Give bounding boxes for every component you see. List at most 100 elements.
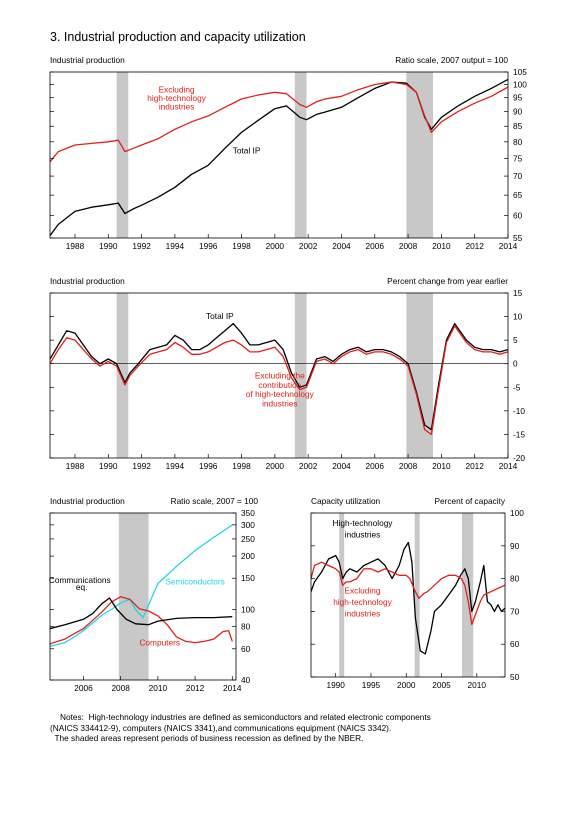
panel-1-annotation-4: Total IP xyxy=(233,145,261,155)
notes: Notes: High-technology industries are de… xyxy=(50,712,550,744)
panel-2-y-tick-label-5: 5 xyxy=(513,335,518,345)
panel-1-y-tick-label-65: 65 xyxy=(513,190,523,200)
panel-1-x-tick-label-2010: 2010 xyxy=(432,241,451,251)
panel-4-y-tick-label-90: 90 xyxy=(510,541,520,551)
panel-3-x-tick-label-2012: 2012 xyxy=(186,683,205,693)
panel-4-x-tick-label-1995: 1995 xyxy=(362,680,381,690)
panel-4-x-tick-label-2005: 2005 xyxy=(432,680,451,690)
panel-4-recession-band-0 xyxy=(339,513,345,677)
panel-4-y-tick-label-100: 100 xyxy=(510,508,524,518)
panel-1-x-tick-label-1998: 1998 xyxy=(232,241,251,251)
panel-2-annotation-4: of high-technology xyxy=(246,389,315,399)
panel-1-x-tick-label-2008: 2008 xyxy=(399,241,418,251)
panel-2-y-tick-label--15: -15 xyxy=(513,429,525,439)
panel-2-series-line-1 xyxy=(50,322,508,431)
panel-3-y-tick-label-100: 100 xyxy=(241,604,255,614)
panel-4-y-tick-label-80: 80 xyxy=(510,574,520,584)
panel-3-y-tick-label-150: 150 xyxy=(241,573,255,583)
panel-2-x-tick-label-1988: 1988 xyxy=(66,461,85,471)
notes-line-1: Notes: High-technology industries are de… xyxy=(60,712,431,722)
panel-2-annotation-1: Total IP xyxy=(206,311,234,321)
panel-3-title: Industrial production xyxy=(50,496,125,506)
panel-2-x-tick-label-1992: 1992 xyxy=(132,461,151,471)
panel-4-annotation-5: industries xyxy=(345,608,381,618)
panel-1-recession-band-1 xyxy=(294,72,307,238)
panel-2-y-tick-label--10: -10 xyxy=(513,406,525,416)
panel-2-y-tick-label-15: 15 xyxy=(513,288,523,298)
panel-4-y-tick-label-60: 60 xyxy=(510,639,520,649)
panel-3-subtitle: Ratio scale, 2007 = 100 xyxy=(171,496,259,506)
panel-1-y-tick-label-75: 75 xyxy=(513,153,523,163)
panel-1-y-tick-label-105: 105 xyxy=(513,67,527,77)
panel-3-series-line-2 xyxy=(50,596,233,645)
panel-2-x-tick-label-2006: 2006 xyxy=(366,461,385,471)
panel-3-y-tick-label-80: 80 xyxy=(241,622,251,632)
panel-1-x-tick-label-2012: 2012 xyxy=(465,241,484,251)
panel-3-y-tick-label-60: 60 xyxy=(241,644,251,654)
panel-2-annotation-5: industries xyxy=(262,399,298,409)
panel-4-annotation-3: Excluding xyxy=(345,585,381,595)
panel-1-x-tick-label-1992: 1992 xyxy=(132,241,151,251)
panel-2-x-tick-label-1998: 1998 xyxy=(232,461,251,471)
panel-4-title: Capacity utilization xyxy=(311,496,381,506)
panel-1-y-tick-label-85: 85 xyxy=(513,121,523,131)
panel-1-y-tick-label-80: 80 xyxy=(513,137,523,147)
panel-1-x-tick-label-2002: 2002 xyxy=(299,241,318,251)
panel-2-x-tick-label-1990: 1990 xyxy=(99,461,118,471)
panel-2-x-tick-label-1996: 1996 xyxy=(199,461,218,471)
panel-3-y-tick-label-300: 300 xyxy=(241,520,255,530)
panel-1-title: Industrial production xyxy=(50,55,125,65)
panel-2-y-tick-label--5: -5 xyxy=(513,382,521,392)
panel-1-x-tick-label-1988: 1988 xyxy=(66,241,85,251)
panel-4-x-tick-label-2010: 2010 xyxy=(468,680,487,690)
panel-4-series-line-1 xyxy=(311,541,505,655)
panel-1-y-tick-label-95: 95 xyxy=(513,93,523,103)
panel-2-annotation-2: Excluding the xyxy=(255,370,305,380)
panel-4: Capacity utilization Percent of capacity… xyxy=(310,496,524,690)
panel-2-x-tick-label-2014: 2014 xyxy=(499,461,518,471)
panel-3-annotation-4: Computers xyxy=(139,638,180,648)
panel-2-y-tick-label-10: 10 xyxy=(513,312,523,322)
panel-2-y-tick-label-0: 0 xyxy=(513,359,518,369)
panel-3-annotation-1: Communications xyxy=(49,575,111,585)
panel-1-annotation-1: Excluding xyxy=(159,84,195,94)
panel-1-y-tick-label-55: 55 xyxy=(513,233,523,243)
notes-line-3: The shaded areas represent periods of bu… xyxy=(50,733,364,743)
panel-1-x-tick-label-1990: 1990 xyxy=(99,241,118,251)
panel-1-x-tick-label-2006: 2006 xyxy=(366,241,385,251)
panel-3-y-tick-label-200: 200 xyxy=(241,551,255,561)
panel-1-x-tick-label-2004: 2004 xyxy=(332,241,351,251)
panel-4-subtitle: Percent of capacity xyxy=(434,496,505,506)
panel-2-plot: 1988 1990 1992 1994 1996 1998 2000 2002 2004 2006… xyxy=(49,288,525,471)
panel-4-x-tick-label-2000: 2000 xyxy=(397,680,416,690)
panel-2-x-tick-label-2002: 2002 xyxy=(299,461,318,471)
panel-2: Industrial production Percent change fro… xyxy=(49,276,525,471)
panel-2-x-tick-label-2012: 2012 xyxy=(465,461,484,471)
panel-2-y-tick-label--20: -20 xyxy=(513,453,525,463)
panel-3-x-tick-label-2008: 2008 xyxy=(111,683,130,693)
panel-4-plot: 1990 1995 2000 2005 2010 50 60 70 80 90 100 High-te… xyxy=(310,508,524,690)
panel-3-y-tick-label-40: 40 xyxy=(241,675,251,685)
page-title: 3. Industrial production and capacity ut… xyxy=(50,30,306,44)
panel-2-series-line-2 xyxy=(50,325,508,436)
panel-1-x-tick-label-2014: 2014 xyxy=(499,241,518,251)
panel-1-y-tick-label-60: 60 xyxy=(513,211,523,221)
panel-4-y-tick-label-50: 50 xyxy=(510,672,520,682)
panel-4-plot-frame xyxy=(310,512,506,678)
panel-1-x-tick-label-2000: 2000 xyxy=(266,241,285,251)
panel-2-recession-band-1 xyxy=(294,293,307,458)
panel-3-y-tick-label-350: 350 xyxy=(241,508,255,518)
panel-4-recession-band-2 xyxy=(461,513,474,677)
panel-3-annotation-2: eq. xyxy=(76,582,88,592)
panel-1-plot: 1988 1990 1992 1994 1996 1998 2000 2002 2004 2006… xyxy=(49,67,527,251)
panel-1-annotation-3: industries xyxy=(159,101,195,111)
panel-1-subtitle: Ratio scale, 2007 output = 100 xyxy=(395,55,508,65)
panel-4-x-tick-label-1990: 1990 xyxy=(326,680,345,690)
panel-1-x-tick-label-1996: 1996 xyxy=(199,241,218,251)
panel-3-plot-frame xyxy=(49,512,237,681)
panel-2-subtitle: Percent change from year earlier xyxy=(387,276,508,286)
panel-1: Industrial production Ratio scale, 2007 … xyxy=(49,55,527,251)
panel-3: Industrial production Ratio scale, 2007 … xyxy=(49,496,259,693)
